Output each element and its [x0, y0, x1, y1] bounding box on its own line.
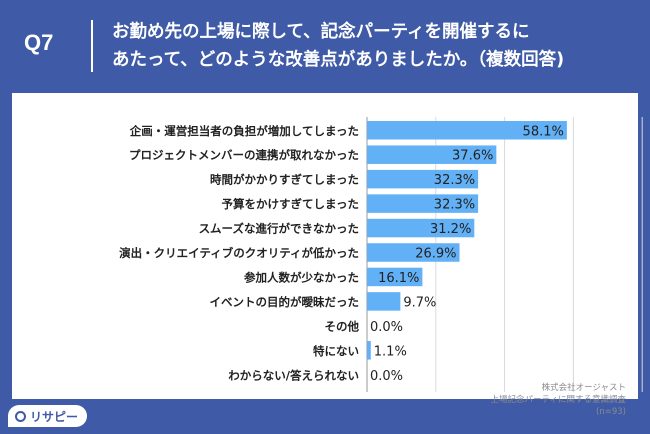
category-label: その他	[325, 319, 360, 333]
data-label: 26.9%	[415, 247, 456, 262]
data-label: 1.1%	[374, 344, 407, 359]
data-label: 32.3%	[434, 173, 475, 188]
source-note: 株式会社オージャスト 上場記念パーティに関する意識調査 (n=93)	[491, 382, 627, 418]
source-survey: 上場記念パーティに関する意識調査	[490, 395, 627, 405]
source-sample-size: (n=93)	[596, 407, 626, 417]
data-label: 58.1%	[523, 124, 564, 139]
bar	[367, 121, 567, 140]
data-label: 37.6%	[452, 149, 493, 164]
data-label: 32.3%	[434, 198, 475, 213]
bar	[367, 194, 479, 213]
category-label: 企画・運営担当者の負担が増加してしまった	[129, 124, 359, 138]
data-label: 31.2%	[430, 222, 471, 237]
bar	[367, 243, 460, 262]
data-label: 0.0%	[370, 320, 403, 335]
category-label: わからない/答えられない	[228, 368, 359, 382]
category-label: 予算をかけすぎてしまった	[221, 197, 359, 211]
logo-icon	[15, 410, 26, 422]
logo-text: リサピー	[30, 409, 79, 424]
question-number: Q7	[24, 30, 54, 55]
category-label: 参加人数が少なかった	[243, 270, 359, 284]
category-label: イベントの目的が曖昧だった	[210, 295, 360, 309]
data-label: 0.0%	[370, 369, 403, 384]
category-label: プロジェクトメンバーの連携が取れなかった	[129, 148, 359, 162]
chart-card	[12, 93, 638, 399]
question-line-1: お勤め先の上場に際して、記念パーティを開催するに	[112, 22, 530, 42]
question-text: お勤め先の上場に際して、記念パーティを開催するに あたって、どのような改善点があ…	[112, 18, 632, 74]
bar	[367, 267, 423, 287]
bar	[367, 292, 401, 311]
category-label: スムーズな進行ができなかった	[199, 222, 359, 236]
category-label: 演出・クリエイティブのクオリティが低かった	[119, 246, 359, 260]
bar	[367, 145, 497, 164]
header-divider	[91, 20, 93, 72]
data-label: 16.1%	[378, 271, 419, 286]
question-line-2: あたって、どのような改善点がありましたか。（複数回答)	[112, 50, 565, 70]
data-label: 9.7%	[403, 295, 436, 310]
bar	[367, 341, 371, 360]
source-company: 株式会社オージャスト	[541, 383, 626, 393]
risapi-logo: リサピー	[8, 405, 88, 427]
category-label: 特にない	[313, 344, 359, 358]
category-label: 時間がかかりすぎてしまった	[210, 173, 359, 187]
bar	[367, 218, 475, 238]
bar	[367, 169, 479, 189]
question-header: Q7 お勤め先の上場に際して、記念パーティを開催するに あたって、どのような改善…	[0, 0, 650, 92]
